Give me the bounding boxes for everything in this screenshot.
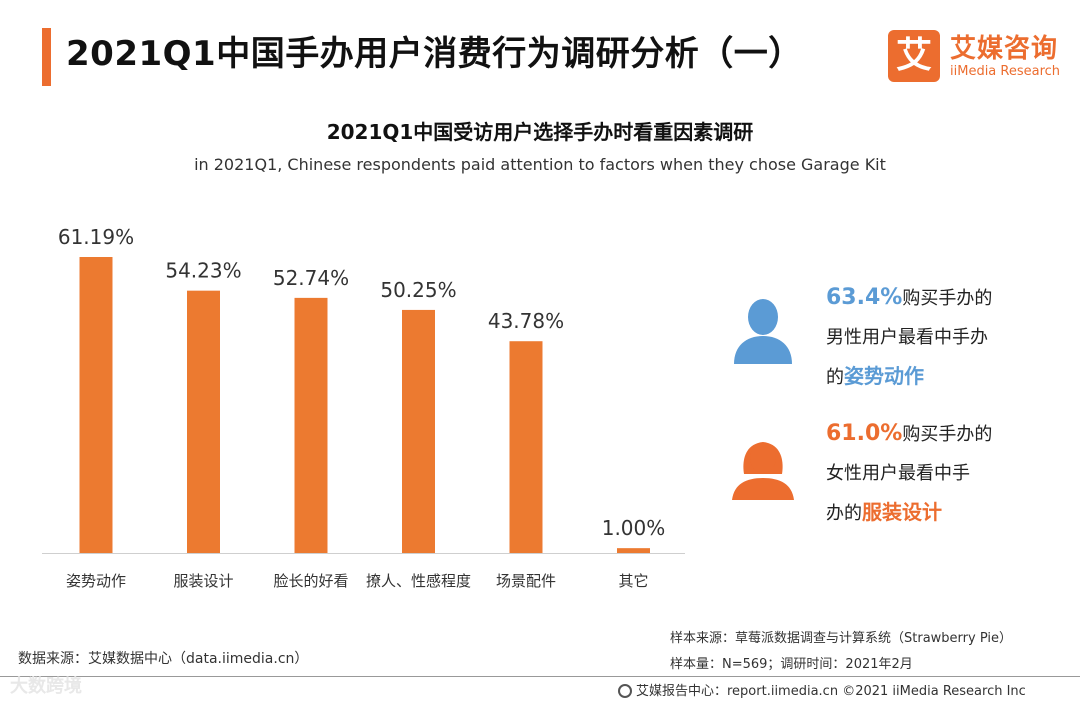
bar-0 <box>79 257 113 553</box>
brand-name-en: iiMedia Research <box>950 64 1061 79</box>
brand-name: 艾媒咨询 <box>950 34 1059 64</box>
male-user-icon <box>734 299 792 364</box>
sample-source: 样本来源：草莓派数据调查与计算系统（Strawberry Pie） <box>670 631 1012 646</box>
insight-male-line3: 的姿势动作 <box>826 364 924 388</box>
bar-4 <box>509 341 543 553</box>
category-label-1: 服装设计 <box>173 572 233 590</box>
female-user-icon <box>732 442 794 500</box>
title-accent-bar <box>42 28 51 86</box>
value-label-5: 1.00% <box>602 516 666 540</box>
bar-1 <box>187 290 220 553</box>
globe-icon <box>618 684 632 698</box>
sample-info: 样本量：N=569；调研时间：2021年2月 <box>670 657 913 672</box>
insight-male-line2: 男性用户最看中手办 <box>826 327 988 348</box>
value-label-0: 61.19% <box>58 225 134 249</box>
category-label-0: 姿势动作 <box>66 572 126 590</box>
insight-female-line1: 61.0%购买手办的 <box>826 421 993 446</box>
chart-title: 2021Q1中国受访用户选择手办时看重因素调研 <box>326 120 754 144</box>
insight-male: 63.4%购买手办的 男性用户最看中手办 的姿势动作 <box>730 278 1070 398</box>
insight-female-line2: 女性用户最看中手 <box>826 463 970 484</box>
insight-female: 61.0%购买手办的 女性用户最看中手 办的服装设计 <box>730 414 1070 534</box>
page-title: 2021Q1中国手办用户消费行为调研分析（一） <box>66 34 803 74</box>
bar-5 <box>617 548 650 553</box>
value-label-2: 52.74% <box>273 266 349 290</box>
value-label-3: 50.25% <box>380 278 456 302</box>
footer: 艾媒报告中心：report.iimedia.cn ©2021 iiMedia R… <box>618 680 1026 699</box>
brand-logo-icon: 艾 <box>888 30 940 82</box>
bar-3 <box>402 309 435 553</box>
value-label-1: 54.23% <box>165 259 241 283</box>
category-label-2: 脸长的好看 <box>273 572 348 590</box>
footer-text: 艾媒报告中心：report.iimedia.cn ©2021 iiMedia R… <box>636 684 1026 699</box>
category-label-3: 撩人、性感程度 <box>366 572 471 590</box>
category-label-5: 其它 <box>618 572 648 590</box>
data-source: 数据来源：艾媒数据中心（data.iimedia.cn） <box>18 651 309 667</box>
brand-logo[interactable]: 艾 艾媒咨询 iiMedia Research <box>888 28 1068 86</box>
insight-male-highlight: 姿势动作 <box>844 364 924 388</box>
insight-male-pct: 63.4% <box>826 285 903 310</box>
watermark: 大数跨境 <box>10 676 82 697</box>
footer-divider <box>0 676 1080 677</box>
category-label-4: 场景配件 <box>496 572 556 590</box>
insight-female-line3: 办的服装设计 <box>826 500 942 524</box>
chart-subtitle: in 2021Q1, Chinese respondents paid atte… <box>194 155 886 174</box>
insight-female-highlight: 服装设计 <box>862 500 942 524</box>
insight-female-pct: 61.0% <box>826 421 903 446</box>
insight-male-line1: 63.4%购买手办的 <box>826 285 993 310</box>
value-label-4: 43.78% <box>488 309 564 333</box>
bar-2 <box>294 297 328 553</box>
